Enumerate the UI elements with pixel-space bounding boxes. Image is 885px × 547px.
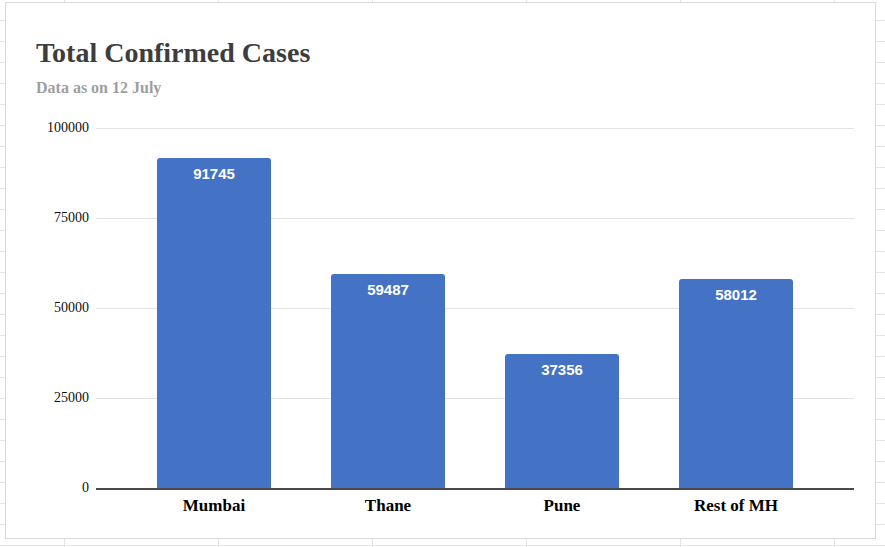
bar-value-label-mumbai: 91745 — [157, 165, 271, 183]
y-gridline — [96, 128, 854, 129]
x-axis-label-pune: Pune — [475, 495, 649, 517]
bar-rest-of-mh[interactable] — [679, 279, 793, 488]
y-tick-label: 25000 — [6, 389, 89, 407]
y-tick-label: 75000 — [6, 209, 89, 227]
chart-card[interactable]: Total Confirmed Cases Data as on 12 July… — [5, 2, 876, 539]
x-axis-label-rest-of-mh: Rest of MH — [649, 495, 823, 517]
y-tick-label: 0 — [6, 479, 89, 497]
y-tick-label: 100000 — [6, 119, 89, 137]
x-axis-label-thane: Thane — [301, 495, 475, 517]
bar-value-label-pune: 37356 — [505, 361, 619, 379]
x-axis-line — [96, 488, 854, 490]
bar-thane[interactable] — [331, 274, 445, 488]
y-tick-label: 50000 — [6, 299, 89, 317]
bar-value-label-rest-of-mh: 58012 — [679, 286, 793, 304]
bar-mumbai[interactable] — [157, 158, 271, 488]
bar-value-label-thane: 59487 — [331, 281, 445, 299]
x-axis-label-mumbai: Mumbai — [127, 495, 301, 517]
plot-area: 0 25000 50000 75000 100000 91745 Mumbai 59487 Th… — [6, 3, 875, 538]
